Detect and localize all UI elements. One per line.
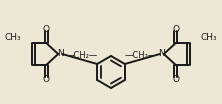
Text: O: O	[43, 25, 50, 33]
Text: O: O	[172, 74, 179, 84]
Text: N: N	[57, 50, 63, 58]
Text: —CH₂—: —CH₂—	[65, 51, 98, 59]
Text: CH₃: CH₃	[201, 33, 217, 43]
Text: —CH₂—: —CH₂—	[124, 51, 157, 59]
Text: N: N	[159, 50, 165, 58]
Text: CH₃: CH₃	[5, 33, 21, 43]
Text: O: O	[43, 74, 50, 84]
Text: O: O	[172, 25, 179, 33]
